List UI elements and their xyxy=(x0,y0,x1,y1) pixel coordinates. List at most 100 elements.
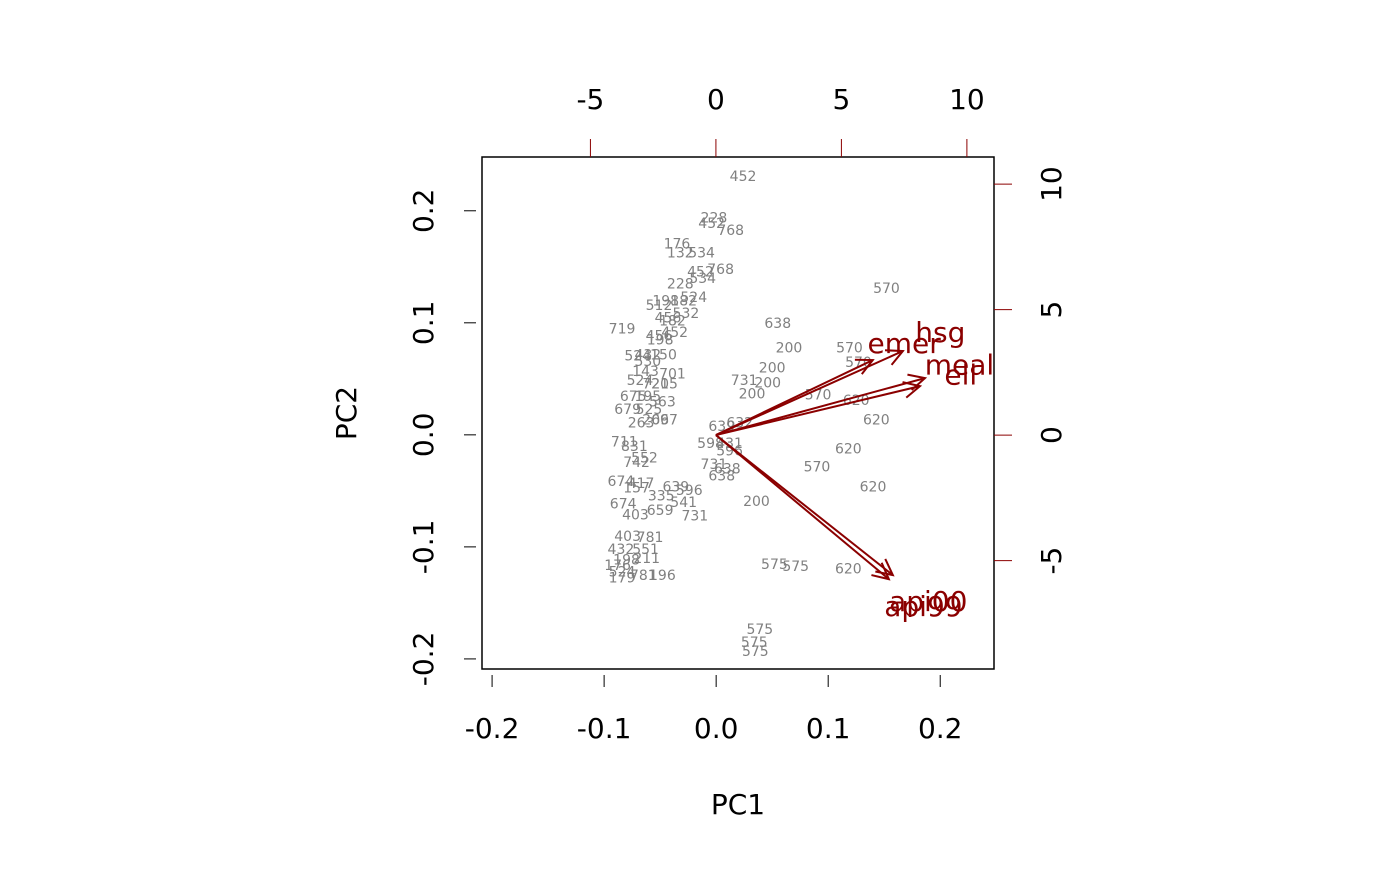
point-label: 512 xyxy=(646,298,673,314)
point-label: 831 xyxy=(621,439,648,455)
point-label: 620 xyxy=(835,561,862,577)
point-label: 452 xyxy=(730,169,757,185)
point-label: 200 xyxy=(759,361,786,377)
point-label: 563 xyxy=(649,394,676,410)
point-label: 575 xyxy=(741,635,768,651)
point-label: 731 xyxy=(731,373,758,389)
y2-tick-label: 5 xyxy=(1035,301,1068,319)
y-tick-label: 0.2 xyxy=(407,189,440,234)
point-label: 620 xyxy=(835,441,862,457)
point-label: 157 xyxy=(623,481,650,497)
point-label: 674 xyxy=(608,474,635,490)
point-label: 176 xyxy=(664,236,691,252)
point-label: 596 xyxy=(676,483,703,499)
point-label: 417 xyxy=(628,476,655,492)
point-label: 403 xyxy=(622,508,649,524)
point-label: 524 xyxy=(624,348,651,364)
point-label: 701 xyxy=(659,366,686,382)
point-label: 639 xyxy=(662,480,689,496)
point-label: 742 xyxy=(623,455,650,471)
variable-label: api00 xyxy=(889,585,967,618)
point-label: 781 xyxy=(630,568,657,584)
point-label: 198 xyxy=(613,552,640,568)
point-label: 452 xyxy=(698,216,725,232)
point-label: 263 xyxy=(628,416,655,432)
y-tick-label: -0.1 xyxy=(407,520,440,575)
point-label: 596 xyxy=(716,444,743,460)
point-label: 575 xyxy=(782,559,809,575)
x-tick-label: -0.2 xyxy=(465,712,520,745)
variable-label: ell xyxy=(944,358,977,391)
point-label: 403 xyxy=(614,529,641,545)
x-tick-label: -0.1 xyxy=(577,712,632,745)
point-label: 731 xyxy=(681,509,708,525)
point-label: 620 xyxy=(863,412,890,428)
x-tick-label: 0.0 xyxy=(694,712,739,745)
variable-label: hsg xyxy=(915,316,965,349)
loading-arrow xyxy=(715,386,920,437)
x2-tick-label: -5 xyxy=(576,83,604,116)
x-tick-label: 0.1 xyxy=(806,712,851,745)
point-label: 525 xyxy=(636,402,663,418)
point-label: 524 xyxy=(609,565,636,581)
plot-frame xyxy=(481,156,995,670)
point-label: 432 xyxy=(634,347,661,363)
point-label: 679 xyxy=(614,402,641,418)
point-label: 198 xyxy=(652,294,679,310)
x2-tick-label: 10 xyxy=(949,83,985,116)
point-label: 456 xyxy=(655,310,682,326)
point-label: 711 xyxy=(611,435,638,451)
x2-tick-label: 5 xyxy=(832,83,850,116)
y-tick-label: 0.0 xyxy=(407,413,440,458)
plot-area: 4522284527681761325347684525345702285241… xyxy=(604,169,1009,660)
point-label: 674 xyxy=(610,496,637,512)
x2-tick-label: 0 xyxy=(707,83,725,116)
point-label: 575 xyxy=(761,557,788,573)
point-label: 196 xyxy=(649,568,676,584)
point-label: 228 xyxy=(667,277,694,293)
x-axis-label: PC1 xyxy=(711,788,765,821)
point-label: 620 xyxy=(860,480,887,496)
point-label: 675 xyxy=(620,389,647,405)
variable-label: meals xyxy=(925,349,1009,382)
point-label: 570 xyxy=(804,459,831,475)
point-label: 132 xyxy=(667,245,694,261)
point-label: 200 xyxy=(754,375,781,391)
y2-tick-label: -5 xyxy=(1035,547,1068,575)
y-tick-label: 0.1 xyxy=(407,301,440,346)
point-label: 200 xyxy=(743,494,770,510)
loading-arrow xyxy=(715,378,925,437)
point-label: 532 xyxy=(673,306,700,322)
point-label: 534 xyxy=(689,271,716,287)
y-tick-label: -0.2 xyxy=(407,632,440,687)
point-label: 534 xyxy=(688,245,715,261)
point-label: 143 xyxy=(632,364,659,380)
point-label: 335 xyxy=(648,488,675,504)
point-label: 182 xyxy=(670,294,697,310)
point-label: 575 xyxy=(742,644,769,660)
y-axis-label: PC2 xyxy=(330,386,363,440)
point-label: 195 xyxy=(634,389,661,405)
y2-tick-label: 10 xyxy=(1035,166,1068,202)
point-label: 211 xyxy=(633,551,660,567)
point-label: 541 xyxy=(670,495,697,511)
point-label: 456 xyxy=(646,328,673,344)
point-label: 432 xyxy=(608,542,635,558)
loading-arrow xyxy=(715,434,889,579)
point-label: 638 xyxy=(714,462,741,478)
point-label: 524 xyxy=(680,290,707,306)
variable-label: api99 xyxy=(884,590,962,623)
point-label: 659 xyxy=(647,503,674,519)
point-label: 179 xyxy=(609,570,636,586)
point-label: 638 xyxy=(764,316,791,332)
point-label: 182 xyxy=(659,314,686,330)
point-label: 452 xyxy=(661,325,688,341)
point-label: 200 xyxy=(776,341,803,357)
point-label: 570 xyxy=(836,341,863,357)
point-label: 530 xyxy=(634,354,661,370)
point-label: 638 xyxy=(708,468,735,484)
point-label: 768 xyxy=(717,223,744,239)
point-label: 551 xyxy=(632,542,659,558)
point-label: 667 xyxy=(651,412,678,428)
